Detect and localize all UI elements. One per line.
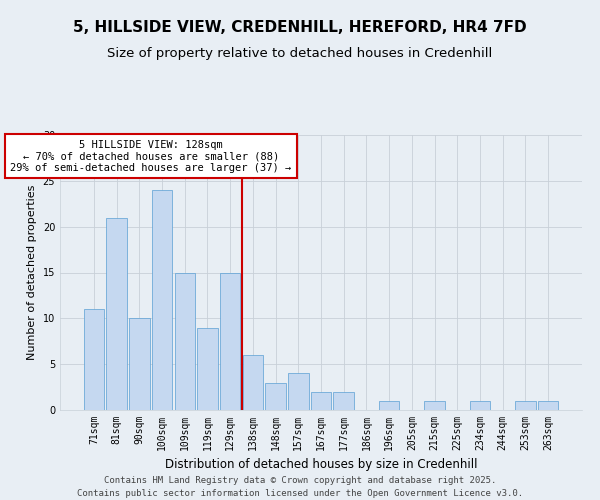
Bar: [220, 272, 241, 410]
Bar: [515, 401, 536, 410]
Bar: [129, 318, 149, 410]
Bar: [288, 374, 308, 410]
Text: 5 HILLSIDE VIEW: 128sqm
← 70% of detached houses are smaller (88)
29% of semi-de: 5 HILLSIDE VIEW: 128sqm ← 70% of detache…: [10, 140, 292, 173]
Bar: [175, 272, 195, 410]
Text: Size of property relative to detached houses in Credenhill: Size of property relative to detached ho…: [107, 48, 493, 60]
Bar: [152, 190, 172, 410]
Bar: [311, 392, 331, 410]
Bar: [334, 392, 354, 410]
Text: 5, HILLSIDE VIEW, CREDENHILL, HEREFORD, HR4 7FD: 5, HILLSIDE VIEW, CREDENHILL, HEREFORD, …: [73, 20, 527, 35]
Bar: [470, 401, 490, 410]
Bar: [242, 355, 263, 410]
X-axis label: Distribution of detached houses by size in Credenhill: Distribution of detached houses by size …: [165, 458, 477, 471]
Bar: [106, 218, 127, 410]
Bar: [379, 401, 400, 410]
Bar: [84, 309, 104, 410]
Y-axis label: Number of detached properties: Number of detached properties: [27, 185, 37, 360]
Bar: [197, 328, 218, 410]
Text: Contains HM Land Registry data © Crown copyright and database right 2025.
Contai: Contains HM Land Registry data © Crown c…: [77, 476, 523, 498]
Bar: [265, 382, 286, 410]
Bar: [538, 401, 558, 410]
Bar: [424, 401, 445, 410]
